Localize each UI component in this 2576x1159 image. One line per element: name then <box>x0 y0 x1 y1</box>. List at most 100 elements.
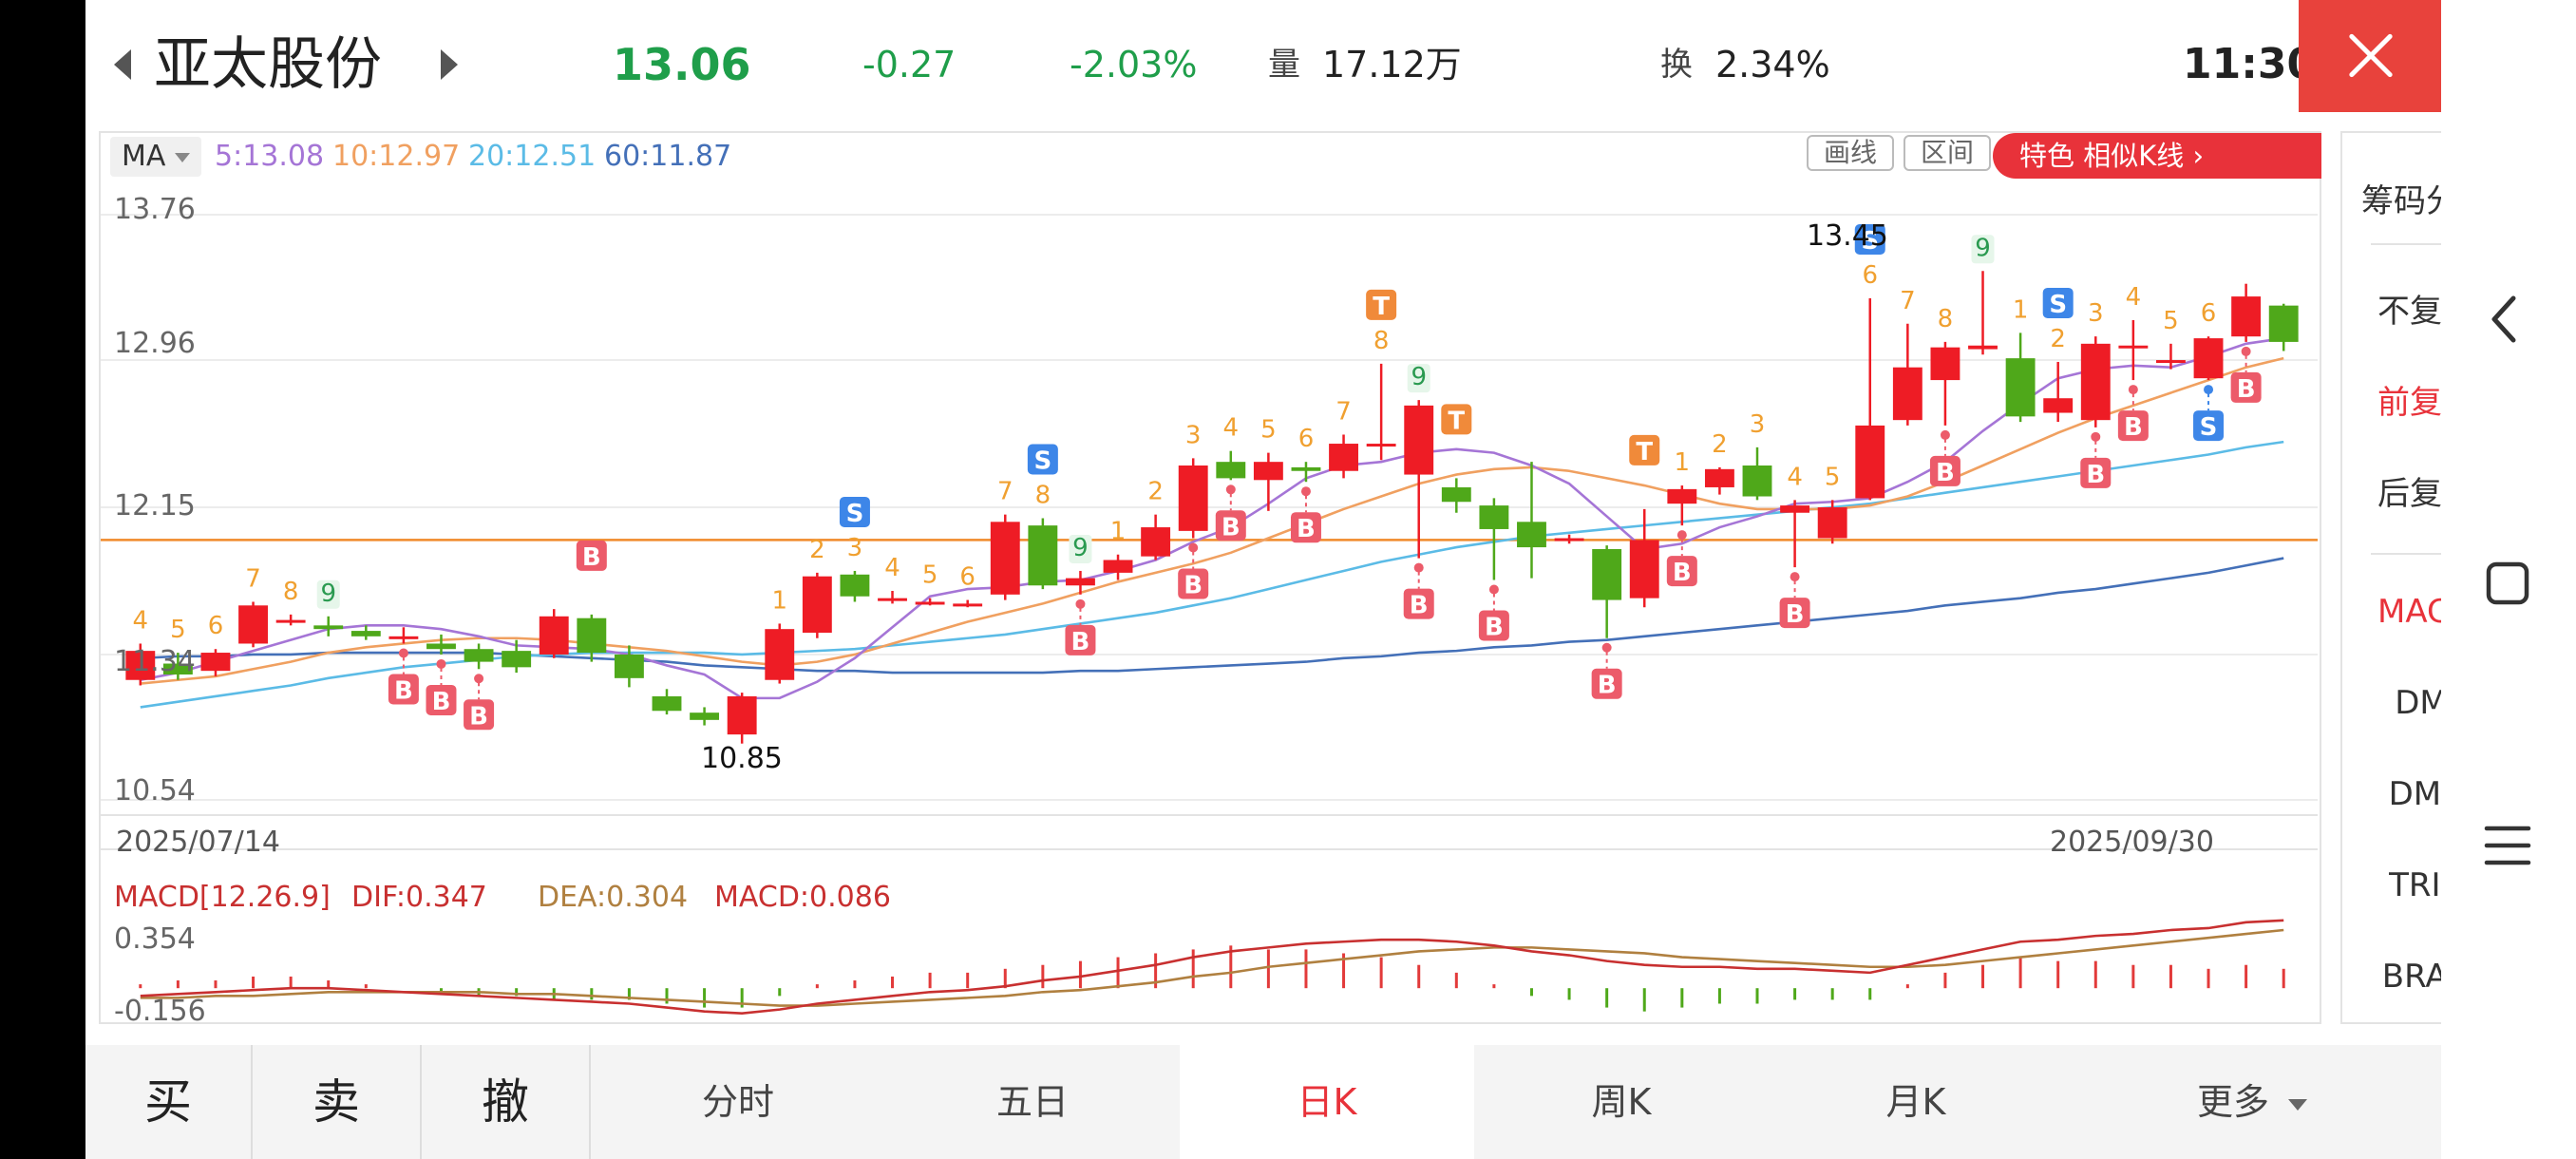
seq-marker: 2 <box>1147 478 1164 506</box>
candle-body <box>2193 338 2224 379</box>
seq-marker: 5 <box>170 616 186 644</box>
signal-badge-B <box>1065 624 1096 656</box>
candle-body <box>1441 486 1471 503</box>
signal-dot <box>2128 385 2138 395</box>
range-button[interactable]: 区间 <box>1904 135 1991 171</box>
seq-marker: 1 <box>1675 448 1691 477</box>
candle-body <box>313 625 344 630</box>
tab-more-label: 更多 <box>2196 1081 2269 1123</box>
seq-marker: 4 <box>2126 283 2142 312</box>
seq-marker: 1 <box>771 586 787 615</box>
macd-value: MACD:0.086 <box>714 881 891 914</box>
ma60-line <box>140 557 2284 674</box>
macd-title: MACD[12.26.9] <box>114 881 331 914</box>
candle-body <box>1667 488 1697 504</box>
seq-marker: 5 <box>2163 307 2179 335</box>
candle-body <box>1253 462 1283 481</box>
signal-badge-T <box>1629 434 1660 466</box>
candle-body <box>539 616 569 655</box>
candle-body <box>1066 578 1095 586</box>
candle-body <box>2231 296 2262 337</box>
stock-app: 亚太股份 13.06 -0.27 -2.03% 量 17.12万 换 2.34%… <box>85 0 2511 1159</box>
candle-body <box>275 619 306 623</box>
buy-button[interactable]: 买 <box>85 1045 251 1159</box>
candle-body <box>2043 398 2074 413</box>
signal-badge-S <box>1854 224 1885 255</box>
divider <box>2371 243 2485 245</box>
signal-badge-B <box>2080 457 2112 488</box>
signal-badge-B <box>576 540 607 571</box>
signal-dot <box>1413 562 1424 573</box>
signal-letter: S <box>1861 227 1879 256</box>
ma20-value: 20:12.51 <box>468 140 597 173</box>
stock-name[interactable]: 亚太股份 <box>154 31 382 98</box>
candle-body <box>1103 560 1133 573</box>
signal-letter: B <box>1297 515 1316 543</box>
seq-marker: 2 <box>1712 430 1728 459</box>
y-tick-label: 10.54 <box>114 774 196 808</box>
seq-marker: 6 <box>1862 261 1878 290</box>
macd-dif: DIF:0.347 <box>351 881 487 914</box>
tab-five-day[interactable]: 五日 <box>885 1045 1180 1159</box>
candle-body <box>614 654 644 678</box>
signal-dot <box>436 658 446 669</box>
tab-weekly-k[interactable]: 周K <box>1474 1045 1769 1159</box>
candle-body <box>1028 525 1058 586</box>
home-icon[interactable] <box>2485 560 2532 608</box>
seq-marker: 7 <box>1900 287 1916 315</box>
candle-body <box>162 663 193 674</box>
signal-dot <box>1676 530 1687 541</box>
similar-kline-button[interactable]: 特色 相似K线 › <box>1993 133 2321 179</box>
seq-marker: 5 <box>1825 463 1841 491</box>
candle-body <box>350 631 381 636</box>
candle-body <box>727 695 757 735</box>
chevron-right-icon[interactable] <box>441 49 458 80</box>
back-icon[interactable] <box>2485 291 2523 348</box>
signal-badge-T <box>1366 289 1397 320</box>
y-tick-label: 12.96 <box>114 327 196 360</box>
volume-value: 17.12万 <box>1322 44 1462 86</box>
chart-frame <box>99 131 2321 1024</box>
signal-letter: S <box>1033 446 1051 475</box>
signal-badge-B <box>1403 588 1434 619</box>
candle-body <box>2118 345 2149 349</box>
signal-dot <box>1790 572 1800 582</box>
candle-body <box>1742 466 1772 497</box>
candle-body <box>577 618 607 654</box>
bottom-toolbar: 买 卖 撤 分时 五日 日K 周K 月K 更多 <box>85 1045 2441 1159</box>
candle-body <box>1592 549 1622 600</box>
candle-body <box>1366 444 1396 447</box>
seq-marker: 2 <box>809 536 825 564</box>
signal-badge-S <box>1027 444 1058 475</box>
tab-intraday[interactable]: 分时 <box>591 1045 885 1159</box>
menu-icon[interactable] <box>2483 821 2532 870</box>
cancel-order-button[interactable]: 撤 <box>422 1045 589 1159</box>
tab-monthly-k[interactable]: 月K <box>1769 1045 2063 1159</box>
candle-body <box>878 598 907 601</box>
seq-marker: 6 <box>1298 425 1315 453</box>
ma-selector[interactable]: MA <box>110 137 201 177</box>
draw-line-button[interactable]: 画线 <box>1807 135 1894 171</box>
chevron-left-icon[interactable] <box>114 49 131 80</box>
signal-letter: T <box>1448 407 1465 435</box>
ma-selector-label: MA <box>122 140 166 173</box>
sell-button[interactable]: 卖 <box>253 1045 420 1159</box>
candle-body <box>1329 444 1358 471</box>
seq-marker: 4 <box>1787 463 1803 491</box>
signal-letter: T <box>1636 438 1653 466</box>
price-change-pct: -2.03% <box>1070 44 1198 86</box>
signal-badge-B <box>2117 410 2149 442</box>
date-end: 2025/09/30 <box>2050 826 2214 859</box>
seq-marker: 9 <box>1975 234 1991 262</box>
tab-daily-k[interactable]: 日K <box>1180 1045 1474 1159</box>
seq-marker: 1 <box>1110 518 1127 546</box>
seq-marker: 3 <box>1185 421 1202 449</box>
signal-dot <box>1488 584 1499 595</box>
seq-marker: 7 <box>245 564 261 593</box>
tab-more[interactable]: 更多 <box>2063 1045 2441 1159</box>
seq-marker: 3 <box>847 534 863 562</box>
candle-body <box>953 603 983 607</box>
seq-marker: 8 <box>1938 305 1954 333</box>
close-button[interactable] <box>2299 0 2441 112</box>
